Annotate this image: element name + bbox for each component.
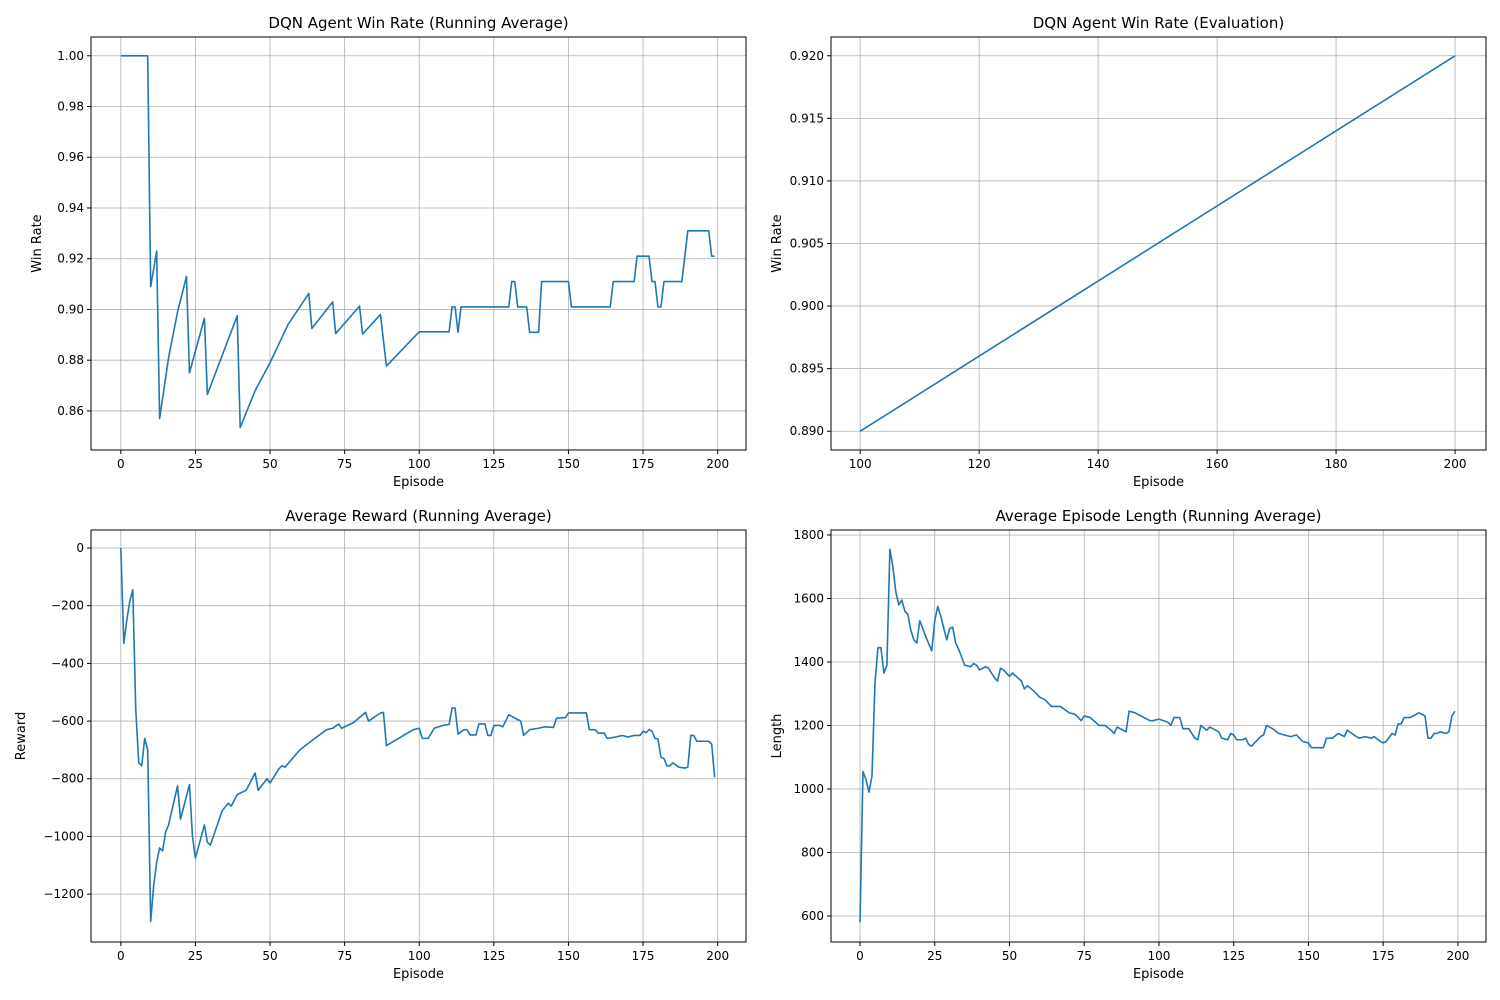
y-tick-label: 0.890 [790, 424, 824, 438]
x-tick-label: 25 [188, 949, 203, 963]
x-tick-label: 125 [482, 457, 505, 471]
y-axis-label: Win Rate [30, 214, 45, 272]
x-tick-label: 0 [117, 457, 125, 471]
y-tick-label: 0.920 [790, 49, 824, 63]
x-tick-label: 180 [1325, 457, 1348, 471]
chart-title: DQN Agent Win Rate (Evaluation) [1033, 14, 1284, 32]
line-series [120, 547, 716, 923]
y-tick-label: 1200 [793, 718, 824, 732]
y-tick-label: 0.915 [790, 111, 824, 125]
y-tick-label: 0.92 [57, 252, 84, 266]
x-tick-label: 100 [849, 457, 872, 471]
x-tick-label: 200 [706, 949, 729, 963]
x-tick-label: 200 [1444, 457, 1467, 471]
y-tick-label: 1400 [793, 655, 824, 669]
y-axis-label: Reward [14, 712, 29, 760]
y-tick-label: −400 [51, 656, 84, 670]
x-tick-label: 50 [262, 457, 277, 471]
chart-title: Average Reward (Running Average) [285, 507, 552, 525]
y-axis-label: Win Rate [770, 214, 785, 272]
x-tick-label: 120 [968, 457, 991, 471]
y-tick-label: −600 [51, 714, 84, 728]
y-axis-label: Length [770, 714, 785, 759]
y-tick-label: 1000 [793, 782, 824, 796]
y-tick-label: 0.94 [57, 201, 84, 215]
y-tick-label: 0.98 [57, 100, 84, 114]
x-tick-label: 100 [408, 457, 431, 471]
y-tick-label: 1800 [793, 528, 824, 542]
axes-frame [830, 36, 1487, 451]
y-tick-label: 0.96 [57, 150, 84, 164]
chart-title: Average Episode Length (Running Average) [995, 507, 1321, 525]
line-series [859, 55, 1456, 432]
y-tick-label: 0.900 [790, 299, 824, 313]
x-tick-label: 175 [632, 949, 655, 963]
x-tick-label: 75 [337, 949, 352, 963]
y-tick-label: 0 [76, 541, 84, 555]
x-tick-label: 160 [1206, 457, 1229, 471]
x-tick-label: 75 [337, 457, 352, 471]
y-tick-label: 1600 [793, 591, 824, 605]
x-tick-label: 75 [1077, 949, 1092, 963]
axes-frame [90, 529, 747, 943]
axes-frame [830, 529, 1487, 943]
x-tick-label: 50 [1002, 949, 1017, 963]
y-tick-label: 0.88 [57, 353, 84, 367]
y-tick-label: −1000 [43, 829, 84, 843]
x-tick-label: 200 [706, 457, 729, 471]
x-axis-label: Episode [1133, 475, 1184, 490]
x-tick-label: 200 [1446, 949, 1469, 963]
axes-frame [90, 36, 747, 451]
y-tick-label: −800 [51, 772, 84, 786]
y-tick-label: 0.895 [790, 362, 824, 376]
x-tick-label: 125 [1222, 949, 1245, 963]
x-tick-label: 25 [188, 457, 203, 471]
x-axis-label: Episode [1133, 967, 1184, 982]
x-tick-label: 150 [557, 949, 580, 963]
y-tick-label: 0.910 [790, 174, 824, 188]
y-tick-label: 0.86 [57, 404, 84, 418]
y-tick-label: 800 [801, 845, 824, 859]
chart-title: DQN Agent Win Rate (Running Average) [268, 14, 568, 32]
x-tick-label: 150 [1297, 949, 1320, 963]
y-tick-label: −200 [51, 599, 84, 613]
y-tick-label: 1.00 [57, 49, 84, 63]
x-tick-label: 100 [1147, 949, 1170, 963]
x-tick-label: 0 [117, 949, 125, 963]
x-tick-label: 175 [632, 457, 655, 471]
x-tick-label: 140 [1087, 457, 1110, 471]
x-tick-label: 150 [557, 457, 580, 471]
x-tick-label: 25 [927, 949, 942, 963]
x-tick-label: 125 [482, 949, 505, 963]
y-tick-label: 0.90 [57, 302, 84, 316]
y-tick-label: −1200 [43, 887, 84, 901]
y-tick-label: 0.905 [790, 237, 824, 251]
x-tick-label: 175 [1372, 949, 1395, 963]
x-tick-label: 0 [856, 949, 864, 963]
line-series [859, 548, 1456, 923]
line-series [120, 54, 715, 429]
x-axis-label: Episode [393, 967, 444, 982]
x-tick-label: 100 [408, 949, 431, 963]
y-tick-label: 600 [801, 909, 824, 923]
x-tick-label: 50 [262, 949, 277, 963]
x-axis-label: Episode [393, 475, 444, 490]
